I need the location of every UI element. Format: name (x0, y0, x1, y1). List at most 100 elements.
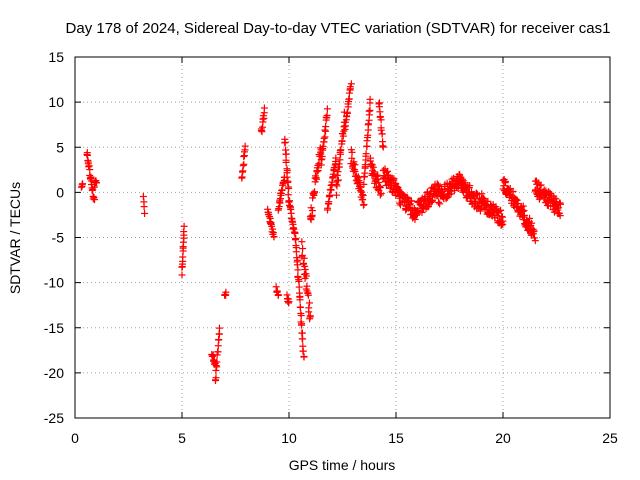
data-point (321, 126, 329, 134)
data-point (300, 353, 308, 361)
data-point (376, 191, 384, 199)
data-point (351, 161, 359, 169)
data-point (556, 200, 564, 208)
data-point (79, 180, 87, 188)
data-point (345, 89, 353, 97)
data-point (283, 167, 291, 175)
data-point (502, 178, 510, 186)
data-point (285, 298, 293, 306)
data-point (215, 330, 223, 338)
data-point (348, 154, 356, 162)
data-point (334, 168, 342, 176)
data-point (215, 324, 223, 332)
data-point (301, 266, 309, 274)
data-point (359, 191, 367, 199)
data-point (299, 335, 307, 343)
data-point (298, 238, 306, 246)
data-points (77, 80, 564, 385)
data-point (553, 198, 561, 206)
data-point (274, 291, 282, 299)
data-point (305, 299, 313, 307)
data-point (319, 142, 327, 150)
data-point (341, 125, 349, 133)
data-point (332, 154, 340, 162)
y-tick-label: 15 (48, 49, 64, 65)
data-point (85, 162, 93, 170)
x-axis-label: GPS time / hours (289, 457, 396, 473)
data-point (328, 178, 336, 186)
data-point (497, 206, 505, 214)
data-point (335, 163, 343, 171)
data-point (360, 200, 368, 208)
data-point (303, 282, 311, 290)
data-point (376, 182, 384, 190)
x-tick-label: 15 (388, 430, 404, 446)
data-point (343, 108, 351, 116)
y-tick-label: 10 (48, 94, 64, 110)
data-point (325, 198, 333, 206)
data-point (299, 347, 307, 355)
data-point (376, 113, 384, 121)
data-point (478, 190, 486, 198)
data-point (214, 348, 222, 356)
data-point (346, 83, 354, 91)
data-point (338, 137, 346, 145)
data-point (360, 180, 368, 188)
data-point (298, 329, 306, 337)
y-axis-label: SDTVAR / TECUs (7, 182, 23, 294)
data-point (396, 201, 404, 209)
axis-ticks (74, 56, 611, 419)
data-point (458, 175, 466, 183)
data-point (178, 271, 186, 279)
data-point (519, 202, 527, 210)
data-point (390, 175, 398, 183)
data-point (513, 196, 521, 204)
data-point (514, 200, 522, 208)
data-point (377, 126, 385, 134)
data-point (296, 296, 304, 304)
x-tick-labels: 0 5 10 15 20 25 (71, 430, 618, 446)
data-point (209, 352, 217, 360)
data-point (414, 207, 422, 215)
x-tick-label: 5 (178, 430, 186, 446)
x-tick-label: 0 (71, 430, 79, 446)
data-point (240, 160, 248, 168)
data-point (465, 189, 473, 197)
data-point (337, 146, 345, 154)
data-point (287, 214, 295, 222)
grid-layer (75, 57, 610, 418)
x-tick-label: 10 (281, 430, 297, 446)
data-point (299, 245, 307, 253)
data-point (300, 254, 308, 262)
data-point (366, 154, 374, 162)
data-point (282, 150, 290, 158)
data-point (371, 168, 379, 176)
data-point (415, 207, 423, 215)
data-point (306, 313, 314, 321)
data-point (141, 209, 149, 217)
data-point (180, 222, 188, 230)
data-point (272, 283, 280, 291)
data-point (362, 150, 370, 158)
data-point (435, 198, 443, 206)
data-point (304, 291, 312, 299)
data-point (411, 215, 419, 223)
y-tick-label: 5 (56, 139, 64, 155)
data-point (366, 106, 374, 114)
data-point (466, 182, 474, 190)
y-tick-label: -10 (44, 275, 64, 291)
data-point (436, 200, 444, 208)
y-tick-label: 0 (56, 184, 64, 200)
data-point (179, 253, 187, 261)
x-tick-label: 20 (495, 430, 511, 446)
data-point (284, 191, 292, 199)
data-point (401, 199, 409, 207)
y-tick-label: -20 (44, 365, 64, 381)
data-point (323, 105, 331, 113)
data-point (311, 189, 319, 197)
data-point (222, 288, 230, 296)
data-point (531, 237, 539, 245)
data-point (212, 374, 220, 382)
data-point (140, 203, 148, 211)
